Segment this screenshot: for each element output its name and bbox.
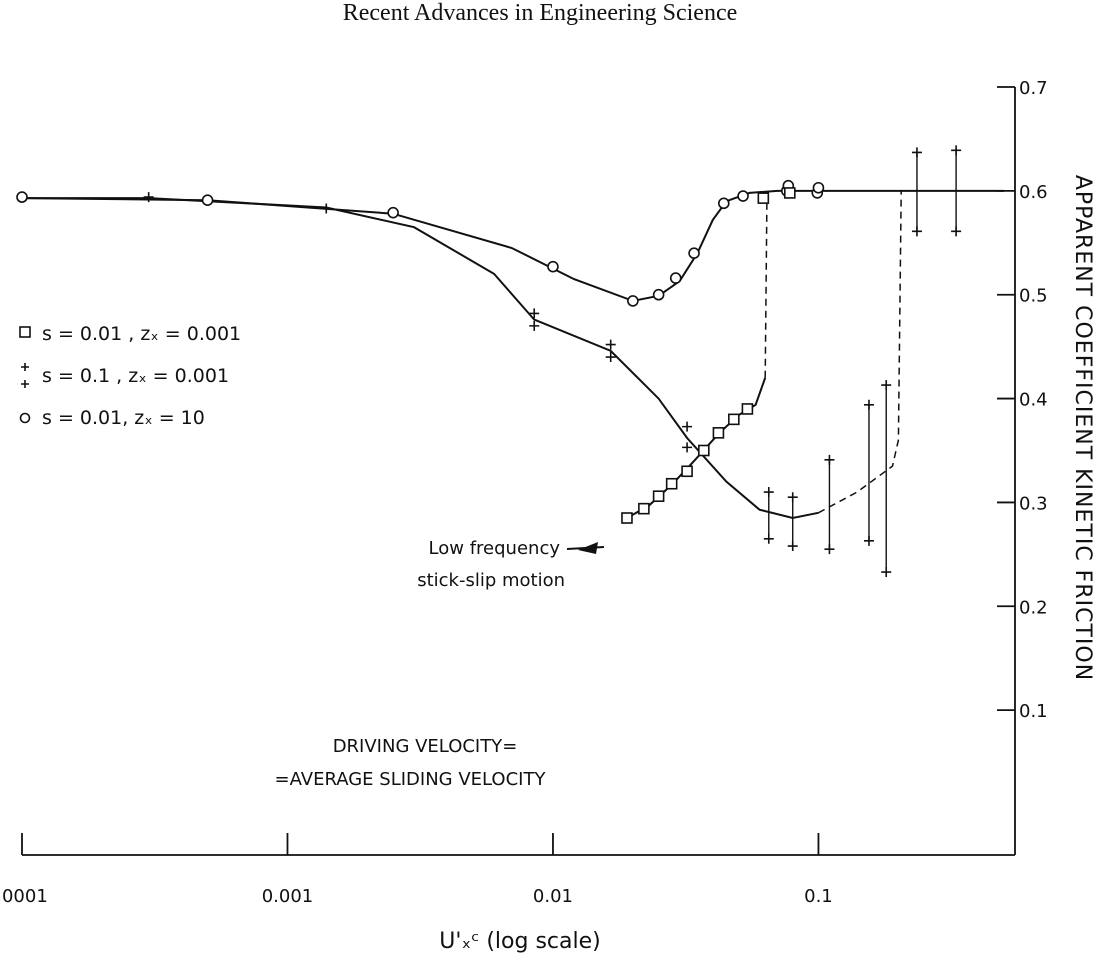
series-2-point-5 [605, 352, 616, 363]
annotation-stick-slip: stick-slip motion [417, 570, 565, 591]
y-tick-label-1: 0.6 [1019, 182, 1048, 203]
series-0-point-1 [201, 194, 214, 207]
series-2-dashed [818, 190, 902, 514]
series-0-point-3 [547, 260, 559, 273]
series-2-point-8 [763, 487, 774, 498]
series-2-point-12 [824, 454, 835, 465]
series-2-point-16 [881, 380, 892, 391]
annotation-low-frequency: Low frequency [429, 538, 561, 559]
y-tick-label-0: 0.7 [1019, 78, 1048, 99]
series-0-point-6 [669, 272, 682, 284]
series-2-point-20 [951, 145, 962, 156]
series-0-point-9 [737, 190, 749, 202]
series-2-point-21 [951, 226, 962, 237]
series-1-point-10 [783, 187, 796, 199]
y-tick-label-5: 0.2 [1019, 597, 1048, 618]
series-0-point-4 [627, 295, 639, 307]
y-tick-label-2: 0.5 [1019, 286, 1048, 307]
series-0-point-8 [717, 197, 730, 210]
series-1-point-2 [652, 490, 665, 502]
series-1-point-7 [728, 413, 740, 426]
series-2-curve [22, 197, 819, 520]
annotation-arrow-head [578, 542, 598, 554]
legend-item-square: s = 0.01 , zₓ = 0.001 [42, 323, 241, 345]
markers [16, 145, 962, 578]
series-2-point-4 [605, 339, 616, 350]
series-0-point-5 [652, 288, 665, 301]
series-1-point-5 [698, 444, 710, 457]
series-1-point-4 [681, 465, 693, 478]
curves [21, 150, 1004, 573]
series-2-point-3 [529, 320, 540, 331]
series-0-point-13 [812, 181, 825, 194]
series-2-point-10 [787, 492, 798, 503]
series-2-point-11 [787, 541, 798, 552]
x-tick-label-1: 0.001 [262, 886, 314, 907]
series-2-point-18 [911, 147, 922, 158]
series-2-point-2 [529, 308, 540, 319]
legend-plus-marker [21, 363, 29, 388]
series-1-point-9 [757, 192, 770, 204]
y-tick-label-4: 0.3 [1019, 493, 1048, 514]
y-tick-label-3: 0.4 [1019, 390, 1048, 411]
axes: .0001 0.001 0.01 0.1 0.7 0.6 0.5 0.4 0.3 0.2 0.1 [0, 78, 1048, 907]
series-1-dashed [764, 190, 768, 378]
series-1-point-3 [665, 477, 678, 490]
annotation-average-sliding: =AVERAGE SLIDING VELOCITY [275, 769, 547, 790]
series-1-point-1 [638, 502, 650, 515]
x-tick-label-3: 0.1 [804, 886, 833, 907]
series-1-point-8 [741, 403, 754, 415]
series-2-point-13 [824, 544, 835, 555]
series-0-point-2 [387, 206, 399, 219]
x-tick-label-0: .0001 [0, 886, 48, 907]
series-2-point-14 [863, 399, 874, 410]
series-2-point-6 [682, 421, 693, 432]
series-2-point-7 [682, 442, 693, 453]
series-2-point-17 [881, 567, 892, 578]
y-tick-label-6: 0.1 [1019, 701, 1048, 722]
legend-circle-marker [19, 412, 31, 424]
annotations: Low frequency stick-slip motion DRIVING … [275, 538, 605, 790]
legend-square-marker [19, 326, 31, 338]
series-2-point-19 [911, 226, 922, 237]
legend: s = 0.01 , zₓ = 0.001 s = 0.1 , zₓ = 0.0… [19, 323, 241, 429]
annotation-driving-velocity: DRIVING VELOCITY= [333, 736, 518, 757]
series-0-point-0 [16, 191, 28, 203]
legend-item-circle: s = 0.01, zₓ = 10 [42, 407, 205, 429]
x-axis-title: U'ₓᶜ (log scale) [439, 929, 600, 954]
y-axis-title: APPARENT COEFFICIENT KINETIC FRICTION [1070, 175, 1095, 681]
series-0-point-7 [688, 247, 700, 259]
series-2-point-0 [143, 192, 154, 203]
page-header: Recent Advances in Engineering Science [343, 0, 738, 26]
series-2-point-15 [863, 535, 874, 546]
series-2-point-1 [321, 203, 332, 214]
series-1-point-0 [621, 512, 633, 524]
series-0-curve [21, 189, 1004, 302]
series-1-point-6 [712, 427, 725, 439]
series-2-point-9 [763, 533, 774, 544]
x-tick-label-2: 0.01 [533, 886, 573, 907]
legend-item-plus: s = 0.1 , zₓ = 0.001 [42, 365, 229, 387]
